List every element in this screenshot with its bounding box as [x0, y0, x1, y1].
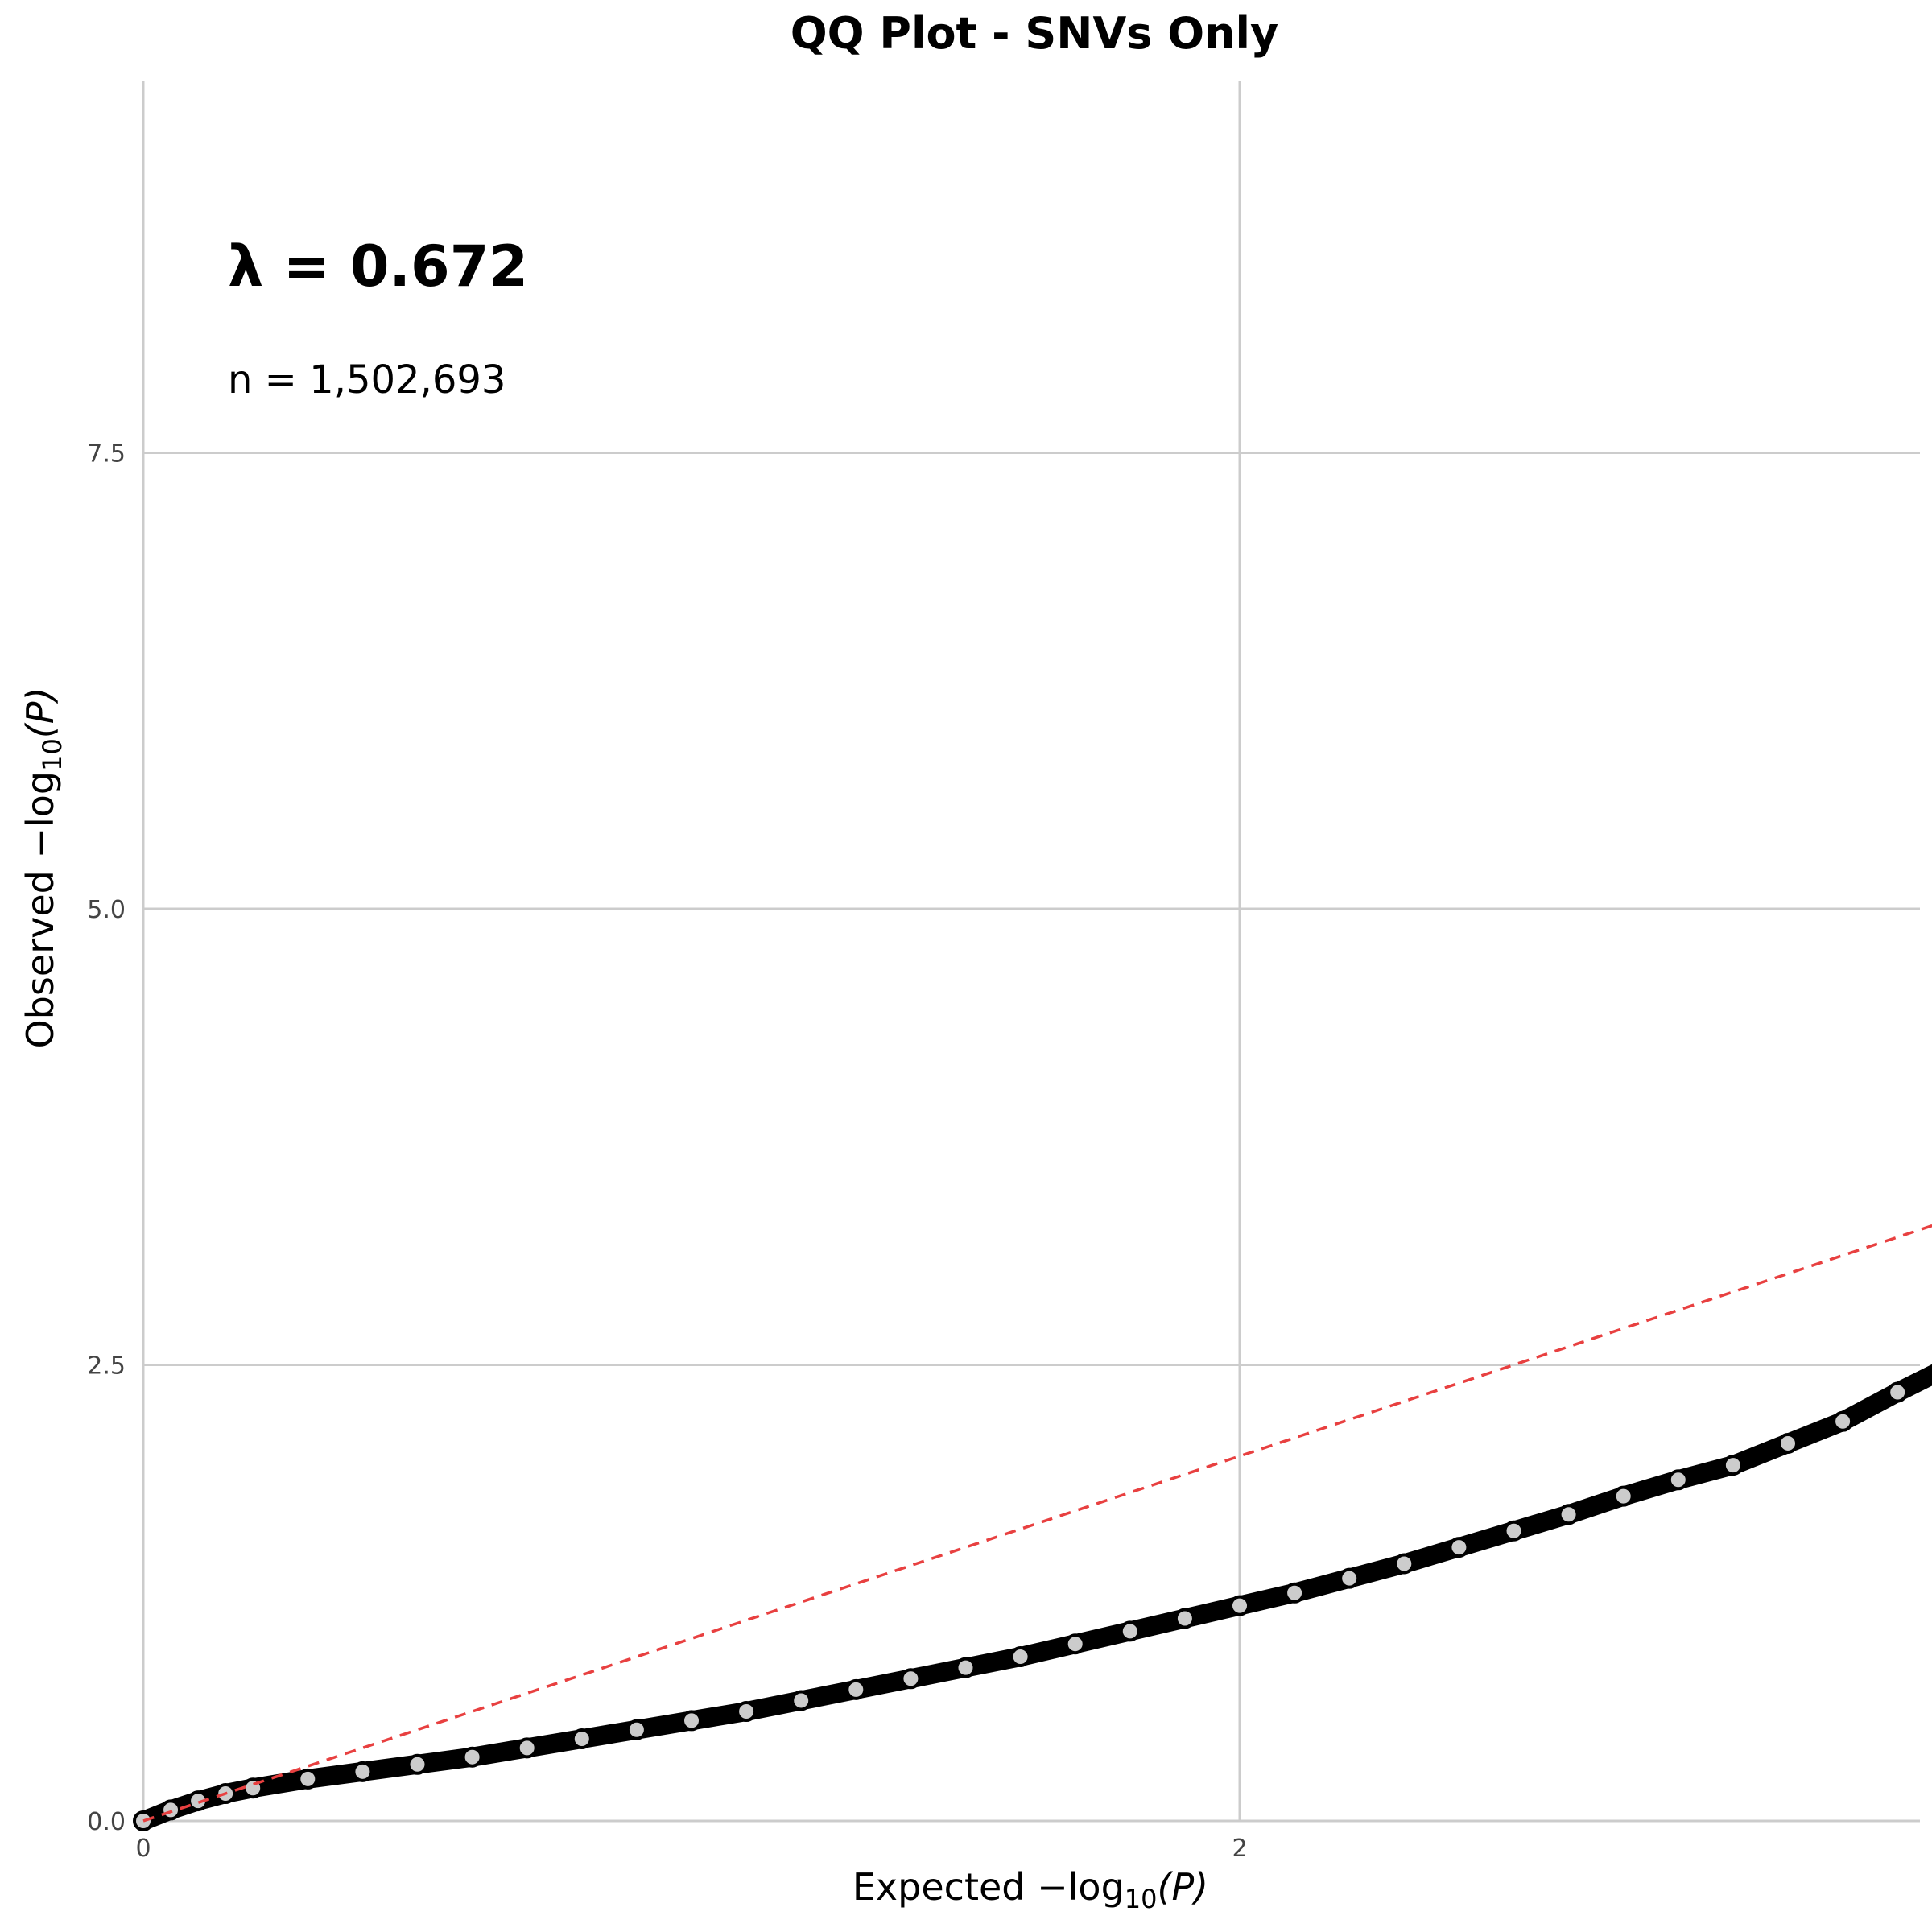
data-point: [845, 1678, 867, 1700]
n-annotation: n = 1,502,693: [228, 357, 506, 402]
data-point: [297, 1768, 319, 1790]
data-point: [1009, 1646, 1031, 1668]
data-point: [1284, 1582, 1306, 1604]
x-axis-label-prefix: Expected: [852, 1865, 1037, 1909]
x-axis-label-math: −log: [1037, 1865, 1125, 1909]
x-tick-labels: 0246: [135, 1835, 1247, 1863]
data-curve-layer: [133, 1364, 1932, 1831]
data-point: [1887, 1381, 1909, 1403]
data-point: [625, 1719, 647, 1740]
data-point: [1229, 1595, 1250, 1616]
chart-title: QQ Plot - SNVs Only: [791, 8, 1279, 59]
data-point: [1612, 1485, 1634, 1507]
data-point: [791, 1690, 812, 1711]
data-point: [461, 1746, 483, 1768]
data-point: [1777, 1432, 1798, 1454]
lambda-annotation: λ = 0.672: [228, 233, 528, 299]
x-axis-label-sub: 10: [1125, 1884, 1158, 1914]
y-tick-label: 7.5: [87, 440, 126, 469]
y-axis-label-prefix: Observed: [19, 859, 62, 1049]
axis-lines: [142, 80, 1920, 1823]
data-point: [571, 1728, 592, 1750]
data-point: [1832, 1410, 1854, 1432]
y-axis-label-math: −log: [19, 771, 62, 859]
x-tick-label: 0: [135, 1835, 151, 1863]
x-axis-label: Expected −log10(P): [852, 1865, 1208, 1914]
data-point: [681, 1710, 702, 1732]
y-tick-label: 0.0: [87, 1808, 126, 1836]
reference-line-layer: [142, 1224, 1932, 1823]
data-point: [1174, 1608, 1195, 1629]
y-axis-label-var: (P): [19, 687, 62, 739]
data-point: [1119, 1620, 1141, 1642]
data-point: [160, 1799, 182, 1821]
data-point: [407, 1753, 428, 1775]
data-point: [736, 1701, 758, 1723]
data-point: [1339, 1567, 1360, 1589]
data-point: [1393, 1553, 1415, 1575]
data-point: [1448, 1537, 1470, 1558]
gridlines: [143, 80, 1920, 1821]
data-point: [1064, 1633, 1086, 1655]
x-tick-label: 2: [1232, 1835, 1247, 1863]
y-tick-labels: 0.0 2.5 5.0 7.5: [87, 440, 126, 1837]
data-point: [900, 1668, 922, 1690]
y-axis-label: Observed −log10(P): [19, 687, 68, 1049]
data-point: [1722, 1455, 1744, 1476]
data-point: [352, 1761, 374, 1782]
y-tick-label: 5.0: [87, 896, 126, 924]
y-tick-label: 2.5: [87, 1352, 126, 1381]
x-axis-label-var: (P): [1158, 1865, 1209, 1909]
y-axis-label-sub: 10: [37, 738, 68, 771]
data-point: [1503, 1520, 1525, 1542]
data-point: [1667, 1469, 1689, 1491]
data-point: [516, 1737, 538, 1759]
data-point: [1558, 1504, 1579, 1525]
reference-line: [142, 1224, 1932, 1823]
observed-curve: [134, 1364, 1932, 1831]
data-point: [955, 1657, 976, 1678]
